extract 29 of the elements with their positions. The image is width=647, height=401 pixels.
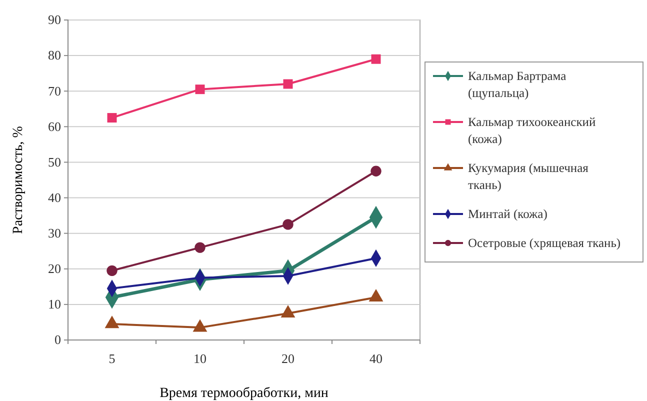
point	[195, 84, 205, 94]
legend-label: Кальмар Бартрама (щупальца)	[468, 69, 567, 100]
point	[194, 242, 206, 253]
y-tick-label: 30	[48, 225, 61, 240]
y-tick-label: 10	[48, 296, 61, 312]
x-axis-title: Время термообработки, мин	[160, 386, 329, 401]
y-tick-label: 0	[54, 332, 61, 348]
point	[282, 219, 294, 230]
y-tick-label: 50	[48, 154, 61, 170]
x-tick-label: 40	[370, 351, 382, 366]
x-tick-label: 10	[194, 351, 206, 366]
legend-label: Кукумария (мышечная ткань)	[468, 161, 589, 192]
legend-label: Кальмар тихоокеанский (кожа)	[468, 115, 596, 146]
y-tick-label: 80	[48, 48, 61, 63]
y-tick-label: 40	[48, 190, 61, 205]
point	[283, 79, 293, 89]
x-tick-label: 5	[108, 351, 116, 366]
legend-label: Осетровые (хрящевая ткань)	[468, 236, 621, 250]
point	[371, 54, 381, 64]
point	[107, 113, 117, 123]
y-tick-label: 60	[48, 118, 61, 134]
y-tick-label: 20	[48, 261, 61, 276]
y-axis-title: Растворимость, %	[11, 126, 26, 234]
point	[370, 166, 382, 176]
y-tick-label: 70	[48, 83, 61, 98]
legend-label: Минтай (кожа)	[468, 207, 548, 221]
point	[106, 265, 118, 276]
y-tick-label: 90	[48, 12, 61, 28]
x-tick-label: 20	[282, 351, 294, 366]
